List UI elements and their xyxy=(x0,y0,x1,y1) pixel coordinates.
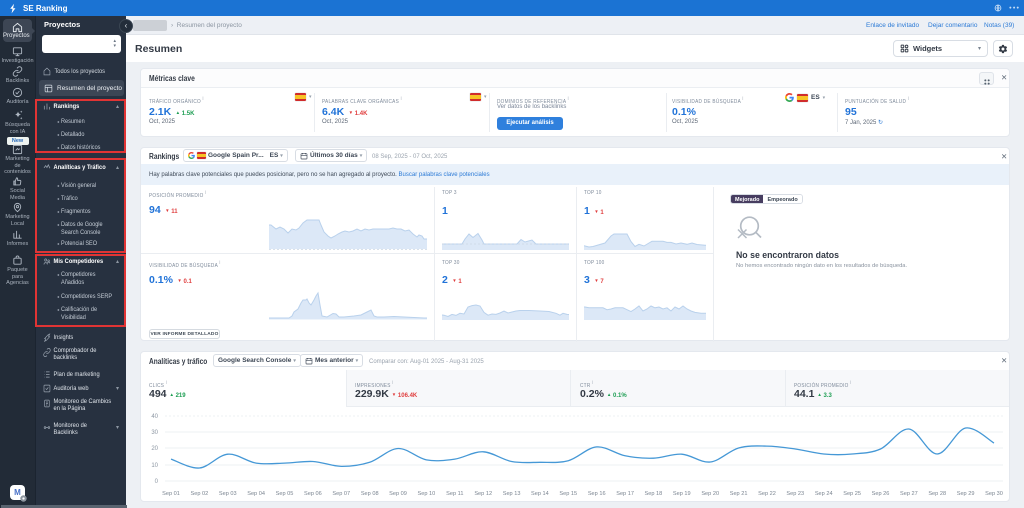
svg-text:Sep 27: Sep 27 xyxy=(900,491,918,497)
svg-text:Sep 04: Sep 04 xyxy=(247,491,265,497)
svg-text:Sep 30: Sep 30 xyxy=(985,491,1003,497)
svg-text:Sep 25: Sep 25 xyxy=(843,491,861,497)
svg-text:Sep 18: Sep 18 xyxy=(645,491,663,497)
svg-text:Sep 07: Sep 07 xyxy=(332,491,350,497)
svg-text:Sep 09: Sep 09 xyxy=(389,491,407,497)
svg-text:Sep 19: Sep 19 xyxy=(673,491,691,497)
svg-text:Sep 01: Sep 01 xyxy=(162,491,180,497)
svg-text:Sep 24: Sep 24 xyxy=(815,491,833,497)
svg-text:Sep 16: Sep 16 xyxy=(588,491,606,497)
svg-text:Sep 28: Sep 28 xyxy=(928,491,946,497)
svg-text:Sep 08: Sep 08 xyxy=(361,491,379,497)
svg-text:Sep 29: Sep 29 xyxy=(957,491,975,497)
svg-text:Sep 23: Sep 23 xyxy=(786,491,804,497)
svg-text:20: 20 xyxy=(151,446,158,452)
svg-text:Sep 12: Sep 12 xyxy=(474,491,492,497)
svg-text:Sep 22: Sep 22 xyxy=(758,491,776,497)
svg-text:0: 0 xyxy=(155,479,159,485)
svg-text:Sep 26: Sep 26 xyxy=(872,491,890,497)
svg-text:Sep 17: Sep 17 xyxy=(616,491,634,497)
svg-text:Sep 21: Sep 21 xyxy=(730,491,748,497)
svg-text:Sep 11: Sep 11 xyxy=(446,491,463,497)
svg-text:Sep 15: Sep 15 xyxy=(559,491,577,497)
svg-text:Sep 20: Sep 20 xyxy=(701,491,719,497)
svg-text:10: 10 xyxy=(151,463,158,469)
svg-text:Sep 02: Sep 02 xyxy=(191,491,209,497)
svg-text:Sep 05: Sep 05 xyxy=(276,491,294,497)
svg-text:Sep 10: Sep 10 xyxy=(418,491,436,497)
svg-text:40: 40 xyxy=(151,414,158,420)
svg-text:Sep 14: Sep 14 xyxy=(531,491,549,497)
svg-text:30: 30 xyxy=(151,430,158,436)
svg-text:Sep 13: Sep 13 xyxy=(503,491,521,497)
svg-text:Sep 03: Sep 03 xyxy=(219,491,237,497)
svg-text:Sep 06: Sep 06 xyxy=(304,491,322,497)
